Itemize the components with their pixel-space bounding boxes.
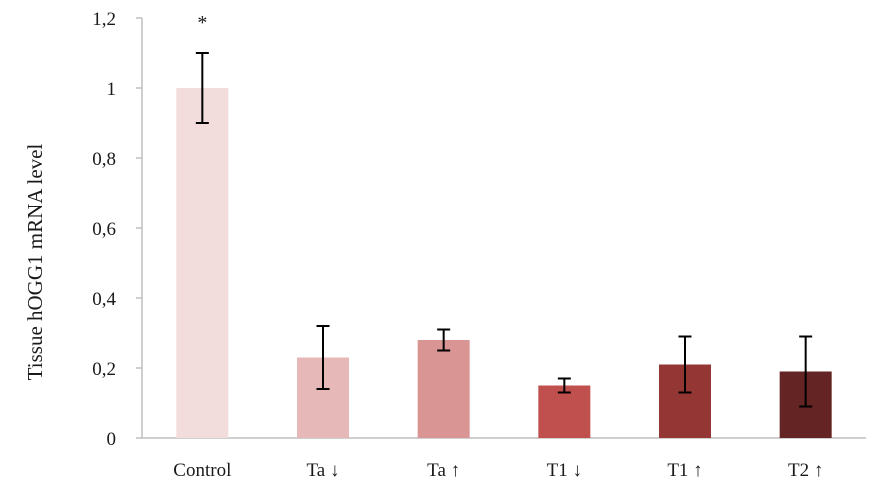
annotations: * bbox=[197, 12, 207, 34]
error-bars bbox=[195, 52, 813, 408]
y-tick-label: 0,2 bbox=[92, 359, 116, 380]
x-tick-label: Ta ↑ bbox=[427, 460, 460, 481]
x-tick-label: T1 ↑ bbox=[667, 460, 702, 481]
error-bar-2 bbox=[437, 328, 451, 352]
error-bar-1 bbox=[316, 325, 330, 390]
error-bar-3 bbox=[557, 377, 571, 394]
x-axis-tick-labels: Control Ta ↓ Ta ↑ T1 ↓ T1 ↑ T2 ↑ bbox=[173, 460, 823, 481]
error-bar-5 bbox=[799, 335, 813, 408]
y-tick-label: 0,6 bbox=[92, 219, 116, 240]
y-tick-label: 1,2 bbox=[92, 9, 116, 30]
x-tick-label: Ta ↓ bbox=[307, 460, 340, 481]
y-tick-label: 0 bbox=[107, 429, 117, 450]
y-tick-label: 0,4 bbox=[92, 289, 116, 310]
significance-marker: * bbox=[197, 12, 207, 34]
x-tick-label: Control bbox=[173, 460, 231, 481]
y-tick-label: 1 bbox=[107, 79, 117, 100]
bars bbox=[176, 88, 832, 438]
x-tick-label: T1 ↓ bbox=[547, 460, 582, 481]
y-axis-ticks: 0 0,2 0,4 0,6 0,8 1 1,2 bbox=[92, 9, 142, 450]
error-bar-0 bbox=[195, 52, 209, 124]
bar-2 bbox=[417, 340, 470, 438]
y-tick-label: 0,8 bbox=[92, 149, 116, 170]
y-axis-title: Tissue hOGG1 mRNA level bbox=[23, 144, 47, 381]
error-bar-4 bbox=[678, 335, 692, 394]
bar-3 bbox=[538, 385, 591, 438]
bar-0 bbox=[176, 88, 229, 438]
x-tick-label: T2 ↑ bbox=[788, 460, 823, 481]
